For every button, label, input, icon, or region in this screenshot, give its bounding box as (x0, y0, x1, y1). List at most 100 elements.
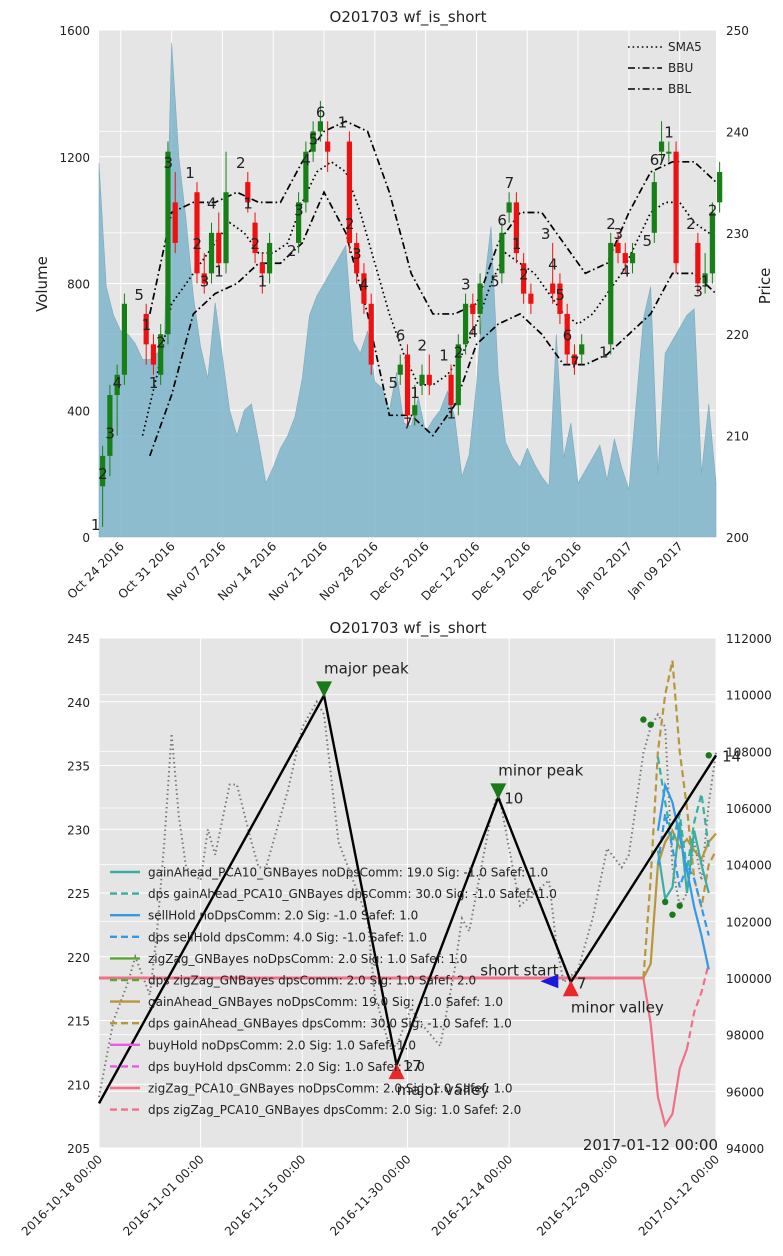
candle-body (150, 344, 157, 365)
top-right-tick-label: 210 (726, 430, 749, 444)
legend-entry: dps zigZag_PCA10_GNBayes dpsComm: 2.0 Si… (148, 1103, 521, 1117)
candle-label: 4 (359, 276, 369, 294)
candle-label: 7 (403, 414, 413, 432)
candle-label: 3 (163, 154, 173, 172)
peak-marker (490, 783, 507, 800)
candle-body (317, 121, 323, 132)
bottom-left-tick-label: 225 (67, 887, 90, 901)
candle-label: 5 (490, 273, 500, 291)
legend-entry: buyHold noDpsComm: 2.0 Sig: 1.0 Safef: 1… (148, 1038, 416, 1052)
bbu-line (148, 120, 717, 315)
candle-body (165, 151, 171, 335)
candle-body (107, 395, 113, 456)
candle-body (216, 232, 222, 264)
candle-body (564, 313, 570, 355)
short-start-marker (540, 974, 559, 989)
candle-label: 2 (606, 215, 616, 233)
candle-label: 2 (345, 215, 355, 233)
signal-dot (676, 902, 683, 909)
candle-label: 4 (113, 374, 123, 392)
candle-label: 7 (570, 354, 580, 372)
candle-body (121, 303, 128, 375)
candle-body (499, 232, 505, 274)
candle-body (346, 141, 353, 243)
legend-sma5: SMA5 (668, 40, 702, 54)
candle-label: 6 (497, 212, 507, 230)
candle-body (259, 263, 265, 274)
candle-body (201, 273, 207, 284)
candle-label: 1 (701, 273, 711, 291)
candle-label: 5 (134, 286, 144, 304)
candle-label: 4 (301, 151, 311, 169)
candle-label: 4 (207, 195, 217, 213)
candle-label: 1 (243, 195, 253, 213)
candle-body (651, 182, 657, 233)
signal-dot (705, 752, 712, 759)
candle-body (361, 273, 367, 304)
candle-body (143, 313, 149, 345)
candle-body (100, 455, 106, 487)
candle-body (114, 374, 120, 396)
candle-label: 4 (621, 262, 631, 280)
candle-body (303, 151, 309, 203)
candle-label: 2 (98, 465, 108, 483)
bottom-right-tick-label: 104000 (726, 859, 772, 873)
zigzag-point-label: 14 (722, 747, 741, 765)
bottom-x-tick-label: 2017-01-12 00:00 (636, 1152, 722, 1238)
candle-body (252, 222, 258, 254)
bottom-right-tick-label: 106000 (726, 802, 772, 816)
candle-label: 4 (468, 323, 478, 341)
candle-label: 2 (236, 154, 246, 172)
candle-label: 2 (418, 336, 428, 354)
candle-label: 2 (287, 242, 297, 260)
bottom-left-tick-label: 215 (67, 1015, 90, 1029)
candle-label: 1 (599, 343, 609, 361)
bottom-right-tick-label: 108000 (726, 745, 772, 759)
candle-label: 5 (643, 232, 653, 250)
candle-body (615, 242, 621, 254)
candle-body (702, 273, 708, 284)
candle-label: 1 (258, 273, 268, 291)
candle-body (397, 364, 403, 375)
candle-label: 1 (142, 316, 152, 334)
candle-label: 1 (512, 235, 522, 253)
candle-label: 2 (708, 202, 718, 220)
bottom-x-tick-label: 2016-12-29 00:00 (534, 1152, 620, 1238)
candle-body (419, 374, 425, 385)
candle-body (673, 151, 679, 264)
candle-label: 6 (563, 326, 573, 344)
legend-entry: zigZag_GNBayes noDpsComm: 2.0 Sig: 1.0 S… (148, 952, 467, 966)
candle-label: 6 (316, 103, 326, 121)
candle-body (608, 242, 614, 345)
zigzag-point-label: 7 (577, 974, 587, 992)
candle-body (310, 131, 316, 152)
zigzag-point-label: 17 (403, 1057, 422, 1075)
valley-marker (562, 980, 579, 997)
top-left-tick-label: 0 (82, 531, 90, 545)
candle-body (571, 354, 578, 365)
candle-body (354, 242, 360, 274)
candle-body (629, 253, 636, 264)
legend-entry: dps gainAhead_GNBayes dpsComm: 30.0 Sig:… (148, 1017, 512, 1031)
candle-body (579, 344, 585, 355)
legend-entry: zigZag_PCA10_GNBayes noDpsComm: 2.0 Sig:… (148, 1082, 513, 1096)
candle-label: 3 (294, 202, 304, 220)
legend-entry: dps sellHold dpsComm: 4.0 Sig: -1.0 Safe… (148, 930, 427, 944)
candle-body (455, 344, 461, 406)
top-right-tick-label: 230 (726, 227, 749, 241)
top-right-tick-label: 220 (726, 328, 749, 342)
zigzag-line (97, 691, 718, 1104)
candle-label: 3 (541, 225, 551, 243)
equity-line (642, 977, 688, 1129)
candle-label: 5 (555, 286, 565, 304)
candle-label: 1 (439, 347, 449, 365)
legend-entry: dps buyHold dpsComm: 2.0 Sig: 1.0 Safef:… (148, 1060, 425, 1074)
equity-line (642, 828, 717, 979)
candle-body (477, 283, 483, 314)
candle-label: 6 (396, 326, 406, 344)
candle-label: 6 (650, 151, 660, 169)
bottom-left-tick-label: 245 (67, 632, 90, 646)
candle-body (506, 202, 512, 213)
bottom-chart-title: O201703 wf_is_short (330, 619, 487, 638)
